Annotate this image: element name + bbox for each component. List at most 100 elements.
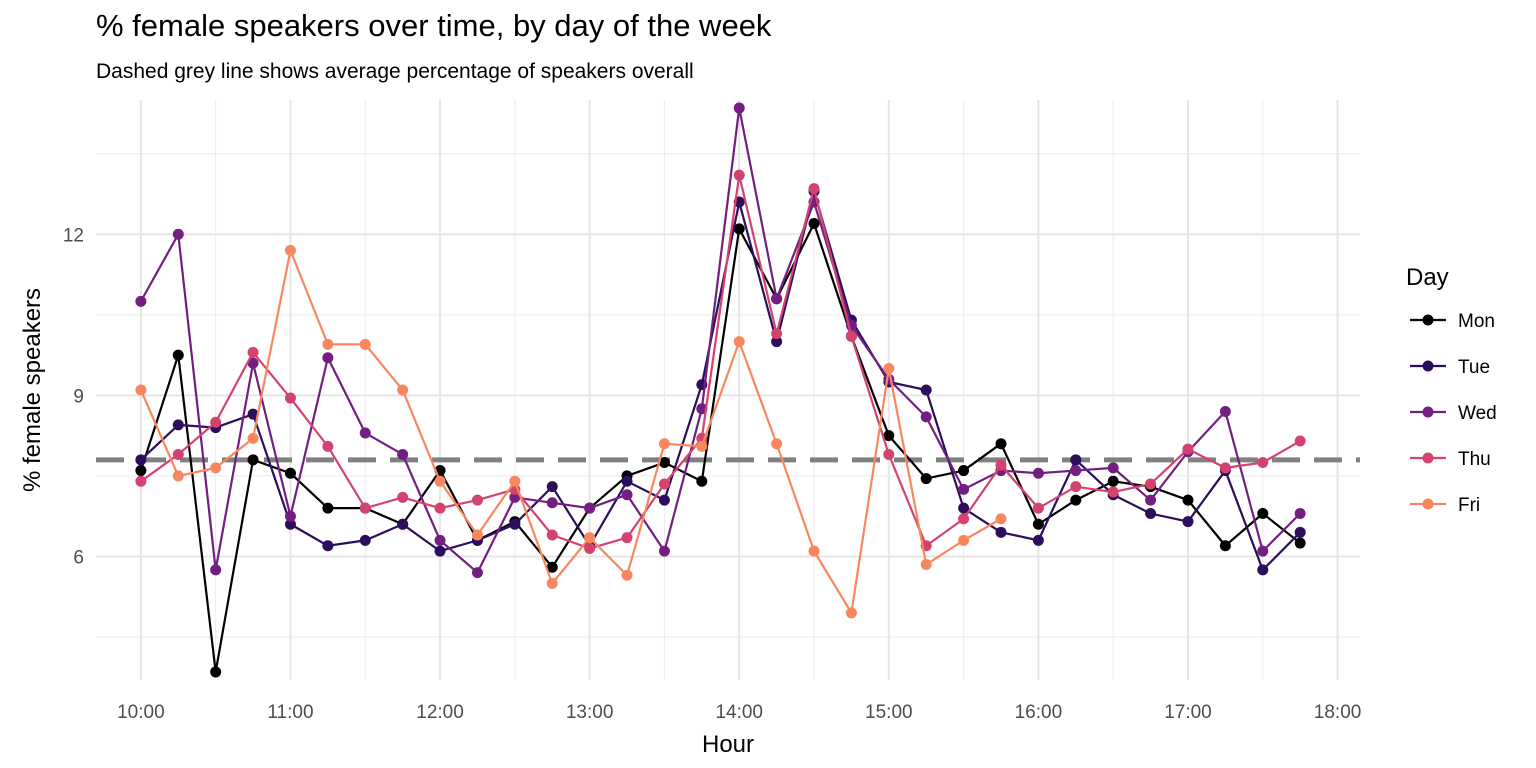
x-tick-label: 13:00 — [566, 702, 614, 723]
legend-swatch-point — [1422, 452, 1434, 464]
legend-item-thu: Thu — [1410, 449, 1491, 470]
chart-subtitle: Dashed grey line shows average percentag… — [96, 60, 694, 83]
legend-item-tue: Tue — [1410, 357, 1490, 378]
data-point — [1145, 508, 1157, 520]
x-axis-title: Hour — [702, 731, 754, 758]
series-line-wed — [139, 106, 1301, 574]
legend-item-wed: Wed — [1410, 403, 1497, 424]
legend-label: Fri — [1458, 495, 1480, 516]
data-point — [135, 465, 147, 477]
data-point — [322, 540, 334, 552]
x-tick-label: 14:00 — [715, 702, 763, 723]
data-point — [397, 448, 409, 460]
data-point — [958, 465, 970, 477]
data-point — [1182, 443, 1194, 455]
series-line-thu — [140, 174, 1301, 550]
chart-title: % female speakers over time, by day of t… — [96, 8, 772, 43]
x-tick-label: 11:00 — [267, 702, 313, 723]
data-point — [771, 328, 783, 340]
data-point — [808, 218, 820, 230]
data-point — [135, 454, 147, 466]
data-point — [247, 357, 259, 369]
data-point — [172, 228, 184, 240]
data-point — [546, 561, 558, 573]
legend-item-mon: Mon — [1410, 311, 1495, 332]
data-point — [658, 545, 670, 557]
data-point — [658, 457, 670, 468]
data-point — [434, 545, 446, 557]
data-point — [1182, 494, 1194, 506]
data-point — [1257, 457, 1269, 468]
y-tick-label: 6 — [73, 547, 84, 568]
data-point — [771, 293, 783, 305]
data-point — [397, 491, 409, 503]
data-point — [1032, 518, 1044, 530]
x-tick-label: 15:00 — [865, 702, 913, 723]
data-point — [1145, 494, 1157, 506]
data-point — [733, 169, 745, 181]
legend-title: Day — [1406, 264, 1449, 291]
data-point — [696, 440, 708, 452]
legend-label: Thu — [1458, 449, 1491, 470]
data-point — [1070, 454, 1082, 466]
data-point — [546, 529, 558, 541]
legend-swatch-point — [1422, 406, 1434, 418]
data-point — [995, 526, 1007, 538]
data-point — [1257, 564, 1269, 576]
data-point — [359, 502, 371, 514]
data-point — [1257, 508, 1269, 520]
series-mon — [135, 218, 1306, 678]
data-point — [172, 419, 184, 431]
data-point — [284, 467, 296, 479]
data-point — [322, 502, 334, 514]
data-point — [247, 408, 259, 420]
series-line-tue — [140, 190, 1301, 572]
data-point — [1107, 462, 1119, 474]
grid — [96, 100, 1360, 680]
data-point — [172, 349, 184, 361]
data-point — [210, 564, 222, 576]
data-point — [1219, 540, 1231, 552]
data-point — [1182, 516, 1194, 528]
data-point — [958, 534, 970, 546]
data-point — [995, 438, 1007, 450]
axis-layer: 10:00 11:00 12:00 13:00 14:00 15:00 16:00 17:00… — [63, 225, 1361, 723]
data-point — [509, 491, 521, 503]
series-fri — [135, 244, 1007, 619]
data-point — [172, 448, 184, 460]
data-point — [658, 438, 670, 450]
data-point — [733, 336, 745, 348]
series-thu — [135, 169, 1306, 554]
data-point — [883, 363, 895, 375]
data-point — [584, 542, 596, 554]
data-point — [1032, 467, 1044, 479]
data-point — [359, 534, 371, 546]
data-point — [845, 607, 857, 619]
data-point — [359, 338, 371, 350]
series-line-fri — [139, 249, 1002, 614]
x-tick-label: 16:00 — [1015, 702, 1063, 723]
data-point — [958, 502, 970, 514]
data-point — [284, 510, 296, 522]
data-point — [845, 330, 857, 342]
x-tick-label: 18:00 — [1314, 702, 1362, 723]
data-point — [808, 183, 820, 195]
data-point — [135, 384, 147, 396]
data-point — [1145, 478, 1157, 490]
data-point — [546, 577, 558, 589]
series-line-mon — [139, 222, 1301, 674]
data-point — [1032, 534, 1044, 546]
data-point — [1219, 462, 1231, 474]
data-point — [1294, 526, 1306, 538]
data-point — [135, 475, 147, 487]
data-point — [210, 462, 222, 474]
data-point — [1107, 486, 1119, 498]
data-point — [1070, 481, 1082, 493]
data-point — [883, 448, 895, 460]
data-point — [1294, 508, 1306, 520]
legend-swatch-point — [1422, 498, 1434, 510]
y-tick-label: 9 — [73, 386, 84, 407]
data-point — [1107, 475, 1119, 487]
data-point — [621, 569, 633, 581]
